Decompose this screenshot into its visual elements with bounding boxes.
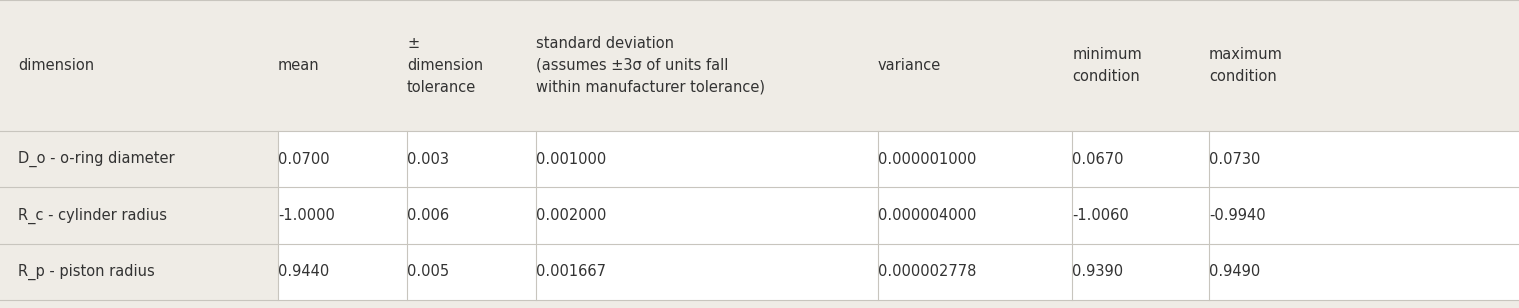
Text: mean: mean [278, 58, 319, 73]
Text: maximum
condition: maximum condition [1209, 47, 1284, 84]
Bar [278, 131, 1519, 300]
Text: dimension: dimension [18, 58, 94, 73]
Text: 0.001667: 0.001667 [536, 264, 606, 279]
Text: -1.0060: -1.0060 [1072, 208, 1129, 223]
Text: ±
dimension
tolerance: ± dimension tolerance [407, 36, 483, 95]
Text: minimum
condition: minimum condition [1072, 47, 1142, 84]
Text: 0.006: 0.006 [407, 208, 450, 223]
Text: 0.002000: 0.002000 [536, 208, 606, 223]
Text: 0.000002778: 0.000002778 [878, 264, 977, 279]
Text: R_c - cylinder radius: R_c - cylinder radius [18, 207, 167, 224]
Text: 0.0730: 0.0730 [1209, 152, 1261, 167]
Text: 0.9390: 0.9390 [1072, 264, 1124, 279]
Text: R_p - piston radius: R_p - piston radius [18, 264, 155, 280]
Text: -1.0000: -1.0000 [278, 208, 334, 223]
Text: standard deviation
(assumes ±3σ of units fall
within manufacturer tolerance): standard deviation (assumes ±3σ of units… [536, 36, 766, 95]
Text: 0.003: 0.003 [407, 152, 450, 167]
Text: -0.9940: -0.9940 [1209, 208, 1265, 223]
Text: 0.001000: 0.001000 [536, 152, 606, 167]
Text: variance: variance [878, 58, 942, 73]
Text: 0.0670: 0.0670 [1072, 152, 1124, 167]
Text: 0.9490: 0.9490 [1209, 264, 1261, 279]
Text: D_o - o-ring diameter: D_o - o-ring diameter [18, 151, 175, 167]
Text: 0.0700: 0.0700 [278, 152, 330, 167]
Text: 0.000001000: 0.000001000 [878, 152, 977, 167]
Text: 0.000004000: 0.000004000 [878, 208, 977, 223]
Text: 0.9440: 0.9440 [278, 264, 330, 279]
Text: 0.005: 0.005 [407, 264, 450, 279]
